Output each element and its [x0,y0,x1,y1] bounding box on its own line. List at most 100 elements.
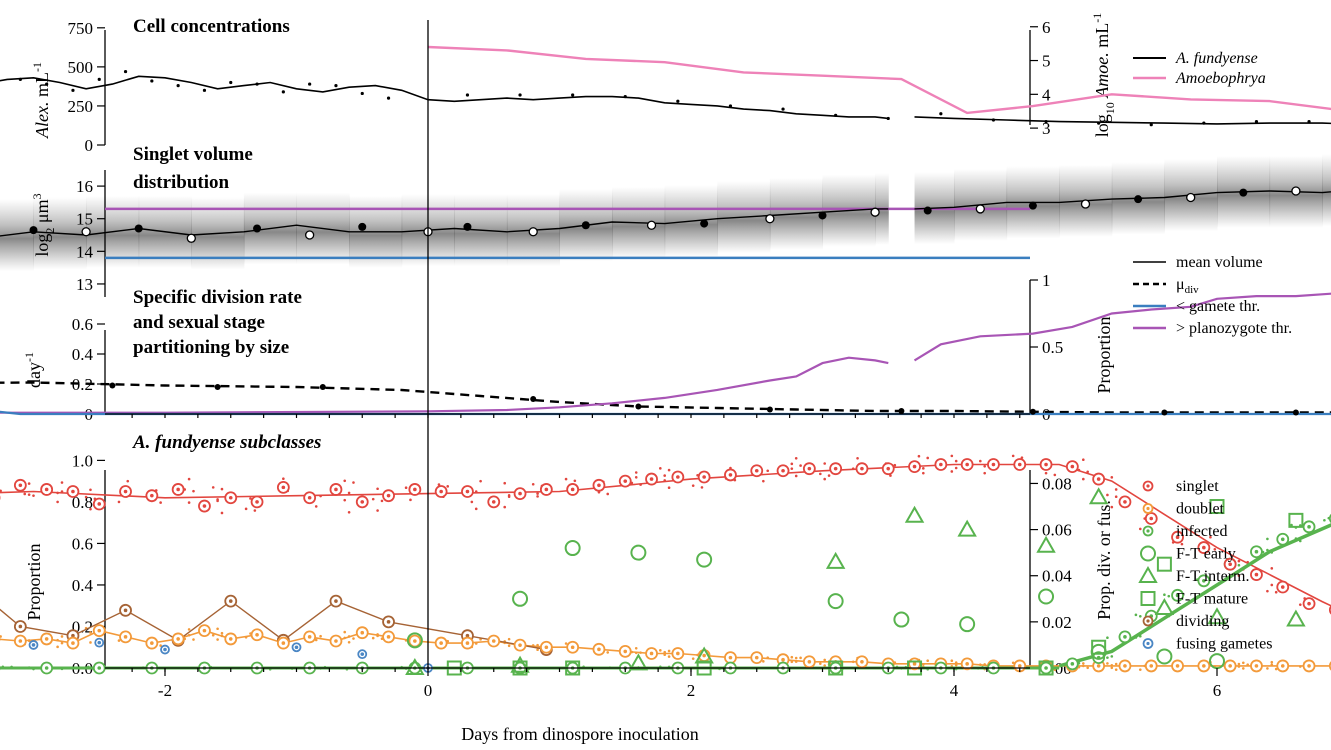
legend-planozygote-label: > planozygote thr. [1176,320,1292,337]
doublet-small-dot [564,642,568,645]
legend-marker-center-7 [1146,641,1150,646]
fundyense-dot [518,93,522,97]
singlet-small-dot [32,494,35,497]
panel1-right-axis-ticklabel-3: 6 [1042,18,1051,37]
series-amoebophrya-line [427,45,1331,115]
doublet-marker-center [228,637,233,641]
singlet-small-dot [1270,567,1274,570]
fundyense-dot [176,84,180,88]
volume-marker-filled [818,211,827,220]
doublet-small-dot [319,634,322,638]
singlet-small-dot [926,456,929,460]
singlet-marker-center [807,466,812,471]
singlet-small-dot [794,457,798,460]
singlet-marker-center [71,489,75,494]
legend-label-4: F-T interm. [1176,568,1249,585]
singlet-marker-center [1123,500,1127,504]
infected-marker-center [1123,635,1127,639]
doublet-small-dot [799,656,802,660]
panel2-left-axis-ticklabel-1: 14 [76,242,94,261]
dividing-marker-center [123,608,128,613]
singlet-small-dot [1213,548,1217,551]
dividing-marker-center [71,633,75,638]
singlet-small-dot [503,505,507,509]
singlet-small-dot [474,507,478,511]
volume-marker-filled [253,224,262,233]
doublet-marker-center [1307,664,1311,668]
panel-singlet-volume: Singlet volume distribution log2 μm3 131… [0,144,1331,297]
infected-small-dot [1106,656,1109,659]
doublet-small-dot [1270,660,1274,664]
ft-early-marker [959,616,976,633]
volume-marker-filled [923,206,932,215]
doublet-small-dot [211,633,215,637]
infected-marker-center [1070,662,1075,666]
series-div-line [0,381,1331,414]
doublet-marker-center [439,641,443,645]
singlet-marker-center [649,477,654,481]
legend-marker-3 [1140,545,1156,562]
singlet-small-dot [352,481,355,484]
fundyense-dot [1254,119,1259,124]
singlet-small-dot [220,487,224,491]
panel4-left-axis-ticklabel-3: 0.6 [72,534,93,553]
singlet-small-dot [253,509,257,512]
volume-marker-filled [1028,201,1037,210]
legend-amoebophrya-label: Amoebophrya [1175,70,1266,87]
infected-small-dot [1266,537,1269,541]
mudiv-dot [530,396,537,402]
volume-marker-open [81,227,91,237]
fundyense-dot [123,69,128,74]
x-ticklabel-1: -2 [158,681,172,700]
panel2-left-axis-ticklabel-0: 13 [76,275,93,294]
doublet-marker-center [255,632,259,637]
singlet-small-dot [470,500,474,504]
x-ticklabel-2: 0 [424,681,433,700]
doublet-small-dot [1138,668,1142,671]
singlet-small-dot [23,492,27,496]
panel-cell-concentrations: Cell concentrations Alex. mL-1 log10 Amo… [0,13,1331,155]
ft-early-marker [827,593,844,610]
singlet-marker-center [912,464,917,469]
singlet-small-dot [954,466,958,470]
singlet-small-dot [1044,471,1048,475]
doublet-marker-center [728,655,733,660]
doublet-small-dot [536,648,539,652]
doublet-small-dot [56,645,59,649]
singlet-small-dot [1298,603,1302,606]
volume-marker-filled [358,222,367,231]
doublet-marker-center [1254,664,1259,668]
infected-marker-center [1280,537,1285,542]
panel1-y2label: log10 Amoe. mL-1 [1090,13,1117,138]
singlet-fit-line [0,463,1331,607]
legend-subclasses: singlet doublet infected F-T early F-T inter… [1138,478,1272,653]
fundyense-dot [360,91,364,96]
singlet-small-dot [404,486,408,490]
doublet-small-dot [823,658,826,662]
mudiv-dot [1161,409,1168,416]
ft-early-marker [512,590,529,607]
singlet-small-dot [159,501,162,504]
doublet-small-dot [823,664,826,667]
singlet-marker-center [1175,535,1180,539]
doublet-marker-center [597,647,601,652]
singlet-marker-center [386,493,391,498]
fundyense-dot [281,90,285,94]
singlet-marker-center [255,500,259,504]
panel2-axes: 13 14 15 16 [76,170,106,297]
fundyense-dot [308,82,312,86]
fusing-marker-center [97,640,102,645]
infected-small-dot [1138,615,1142,618]
doublet-small-dot [507,637,511,641]
singlet-marker-center [44,487,49,492]
dividing-marker-center [386,620,391,624]
doublet-small-dot [659,649,662,652]
singlet-small-dot [827,474,831,477]
panel3-title-line3: partitioning by size [133,337,289,358]
singlet-small-dot [216,498,219,501]
singlet-small-dot [282,477,285,481]
ft-early-marker [630,544,647,561]
ft-mature-marker [1038,660,1054,676]
singlet-small-dot [0,489,2,493]
singlet-marker-center [97,502,102,506]
